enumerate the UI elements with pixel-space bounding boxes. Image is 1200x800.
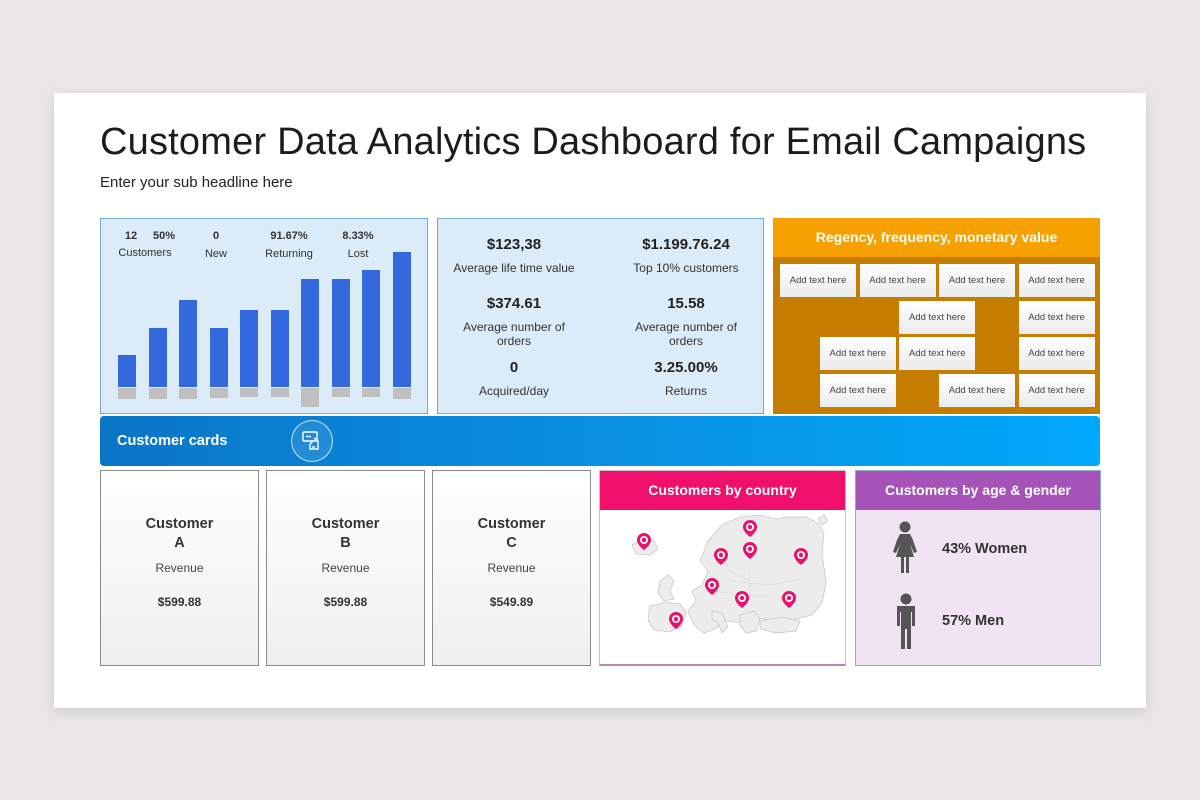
bar-base [240, 388, 258, 397]
bar-base [362, 388, 380, 397]
location-pin-icon[interactable] [669, 612, 683, 629]
bar-base [392, 388, 411, 399]
man-icon [897, 593, 915, 649]
page-title: Customer Data Analytics Dashboard for Em… [100, 121, 1087, 163]
customer-card-a[interactable]: Customer A Revenue $599.88 [100, 470, 259, 666]
revenue-amount: $599.88 [323, 595, 368, 609]
rfm-cell[interactable]: Add text here [819, 373, 896, 407]
bar [240, 310, 258, 387]
location-pin-icon[interactable] [637, 533, 651, 550]
bar [301, 279, 319, 387]
stat-returning: 91.67% Returning [265, 230, 313, 260]
bar-base [209, 388, 228, 398]
gender-row-women: 43% Women [856, 519, 1100, 579]
women-percentage: 43% Women [942, 541, 1028, 557]
kpi-returns: 3.25.00% Returns [654, 359, 718, 398]
revenue-amount: $599.88 [157, 595, 202, 609]
location-pin-icon[interactable] [714, 548, 728, 565]
dashboard-slide: Customer Data Analytics Dashboard for Em… [54, 93, 1146, 708]
location-pin-icon[interactable] [794, 548, 808, 565]
customer-cards-banner: Customer cards [100, 416, 1100, 466]
bar [270, 310, 289, 387]
bar [392, 252, 411, 387]
location-pin-icon[interactable] [743, 542, 757, 559]
rfm-cell[interactable]: Add text here [1018, 300, 1095, 334]
revenue-label: Revenue [155, 561, 204, 575]
rfm-cell[interactable]: Add text here [939, 264, 1015, 297]
stat-percent: 50% [152, 230, 176, 242]
bar-base [118, 388, 136, 399]
men-percentage: 57% Men [942, 613, 1005, 629]
rfm-cell[interactable]: Add text here [1018, 264, 1095, 297]
rfm-cell[interactable]: Add text here [939, 373, 1015, 407]
rfm-cell[interactable]: Add text here [819, 337, 896, 370]
bar-base [301, 388, 319, 407]
kpi-panel: $123,38 Average life time value $1.199.7… [437, 218, 764, 414]
bar-base [270, 388, 289, 397]
revenue-label: Revenue [321, 561, 370, 575]
bar-base [148, 388, 167, 399]
rfm-panel: Regency, frequency, monetary value Add t… [773, 218, 1100, 414]
stat-customers-count: 12 [124, 230, 138, 242]
bar-chart [101, 219, 427, 413]
customer-card-b[interactable]: Customer B Revenue $599.88 [266, 470, 425, 666]
customers-by-gender-panel: Customers by age & gender 43% Women 57% … [855, 470, 1101, 666]
rfm-cell[interactable]: Add text here [899, 337, 976, 370]
rfm-cell[interactable]: Add text here [780, 264, 856, 297]
rfm-cell[interactable]: Add text here [859, 264, 936, 297]
europe-map [631, 514, 829, 634]
rfm-cell[interactable]: Add text here [1018, 373, 1095, 407]
banner-label: Customer cards [117, 433, 228, 449]
bar-base [179, 388, 197, 399]
woman-icon [893, 521, 917, 573]
location-pin-icon[interactable] [782, 591, 796, 608]
page-subtitle: Enter your sub headline here [100, 174, 293, 191]
customer-card-c[interactable]: Customer C Revenue $549.89 [432, 470, 591, 666]
revenue-amount: $549.89 [489, 595, 534, 609]
revenue-label: Revenue [487, 561, 536, 575]
gender-title: Customers by age & gender [856, 471, 1100, 510]
stat-customers-label: Customers [118, 247, 172, 259]
customers-by-country-panel: Customers by country [599, 470, 846, 666]
country-title: Customers by country [600, 471, 845, 510]
bar [331, 279, 350, 387]
location-pin-icon[interactable] [743, 520, 757, 537]
bar [118, 355, 136, 387]
rfm-cell[interactable]: Add text here [1018, 337, 1095, 370]
bar [209, 328, 228, 387]
stat-lost: 8.33% Lost [342, 230, 374, 260]
rfm-cell[interactable]: Add text here [899, 300, 976, 334]
location-pin-icon[interactable] [705, 578, 719, 595]
kpi-avg-lifetime-value: $123,38 Average life time value [453, 236, 575, 275]
rfm-title: Regency, frequency, monetary value [773, 218, 1100, 257]
location-pin-icon[interactable] [735, 591, 749, 608]
kpi-acquired-per-day: 0 Acquired/day [478, 359, 550, 398]
bar [179, 300, 197, 387]
kpi-top-customers: $1.199.76.24 Top 10% customers [633, 236, 739, 275]
stat-new: 0 New [204, 230, 227, 260]
customer-stats-chart-panel: 12 50% Customers 0 New 91.67% Returning … [100, 218, 428, 414]
bar [148, 328, 167, 387]
card-in-hand-icon [291, 420, 333, 462]
kpi-avg-orders-value: $374.61 Average number of orders [463, 295, 565, 348]
gender-row-men: 57% Men [856, 591, 1100, 651]
bar [362, 270, 380, 387]
kpi-avg-orders-count: 15.58 Average number of orders [635, 295, 737, 348]
bar-base [331, 388, 350, 397]
